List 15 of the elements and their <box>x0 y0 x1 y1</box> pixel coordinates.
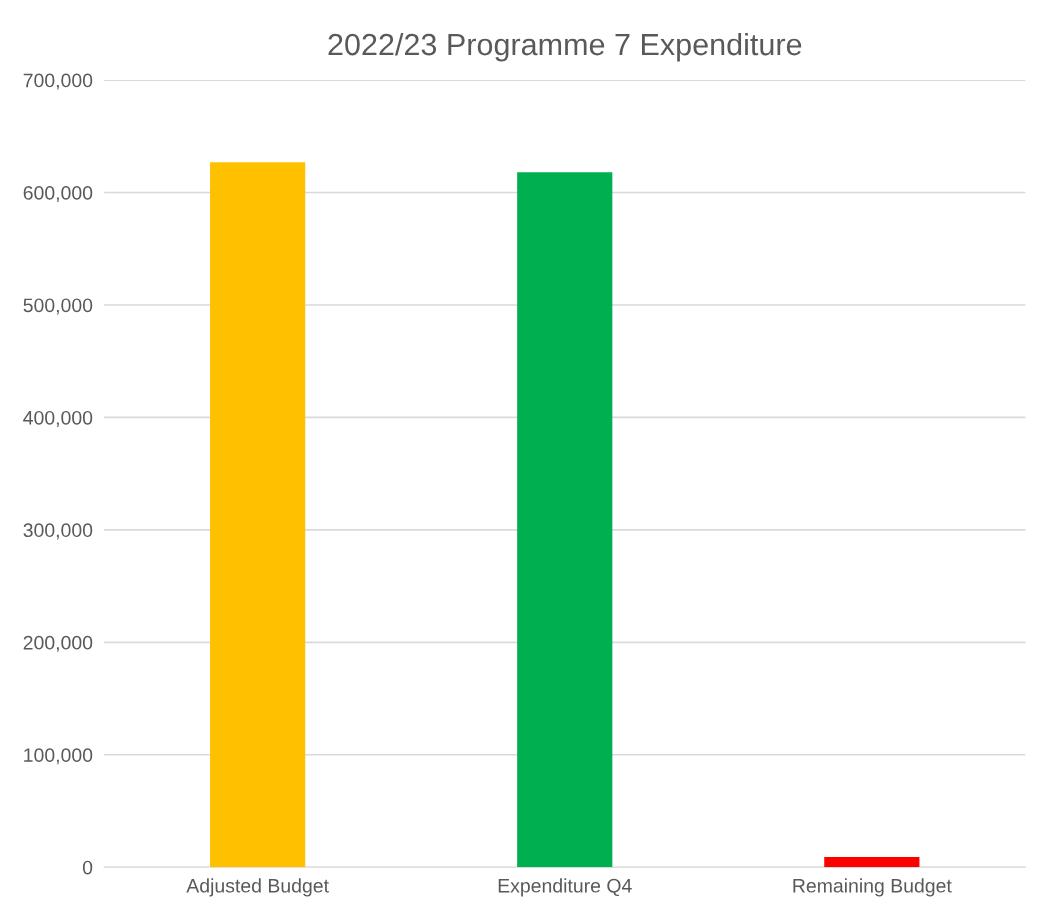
bar <box>210 162 306 868</box>
x-tick-label: Adjusted Budget <box>186 878 329 897</box>
y-tick-label: 0 <box>82 860 93 875</box>
y-tick-label: 200,000 <box>23 635 93 652</box>
y-tick-label: 600,000 <box>23 186 93 203</box>
x-tick-label: Expenditure Q4 <box>498 878 632 897</box>
y-tick-label: 700,000 <box>23 73 93 90</box>
y-tick-label: 100,000 <box>24 748 93 765</box>
y-tick-label: 400,000 <box>23 410 93 427</box>
x-tick-label: Remaining Budget <box>793 878 952 897</box>
y-tick-label: 300,000 <box>23 523 93 540</box>
bar <box>824 857 920 868</box>
chart-title: 2022/23 Programme 7 Expenditure <box>328 32 802 62</box>
bar <box>517 172 613 868</box>
y-tick-label: 500,000 <box>23 298 93 315</box>
